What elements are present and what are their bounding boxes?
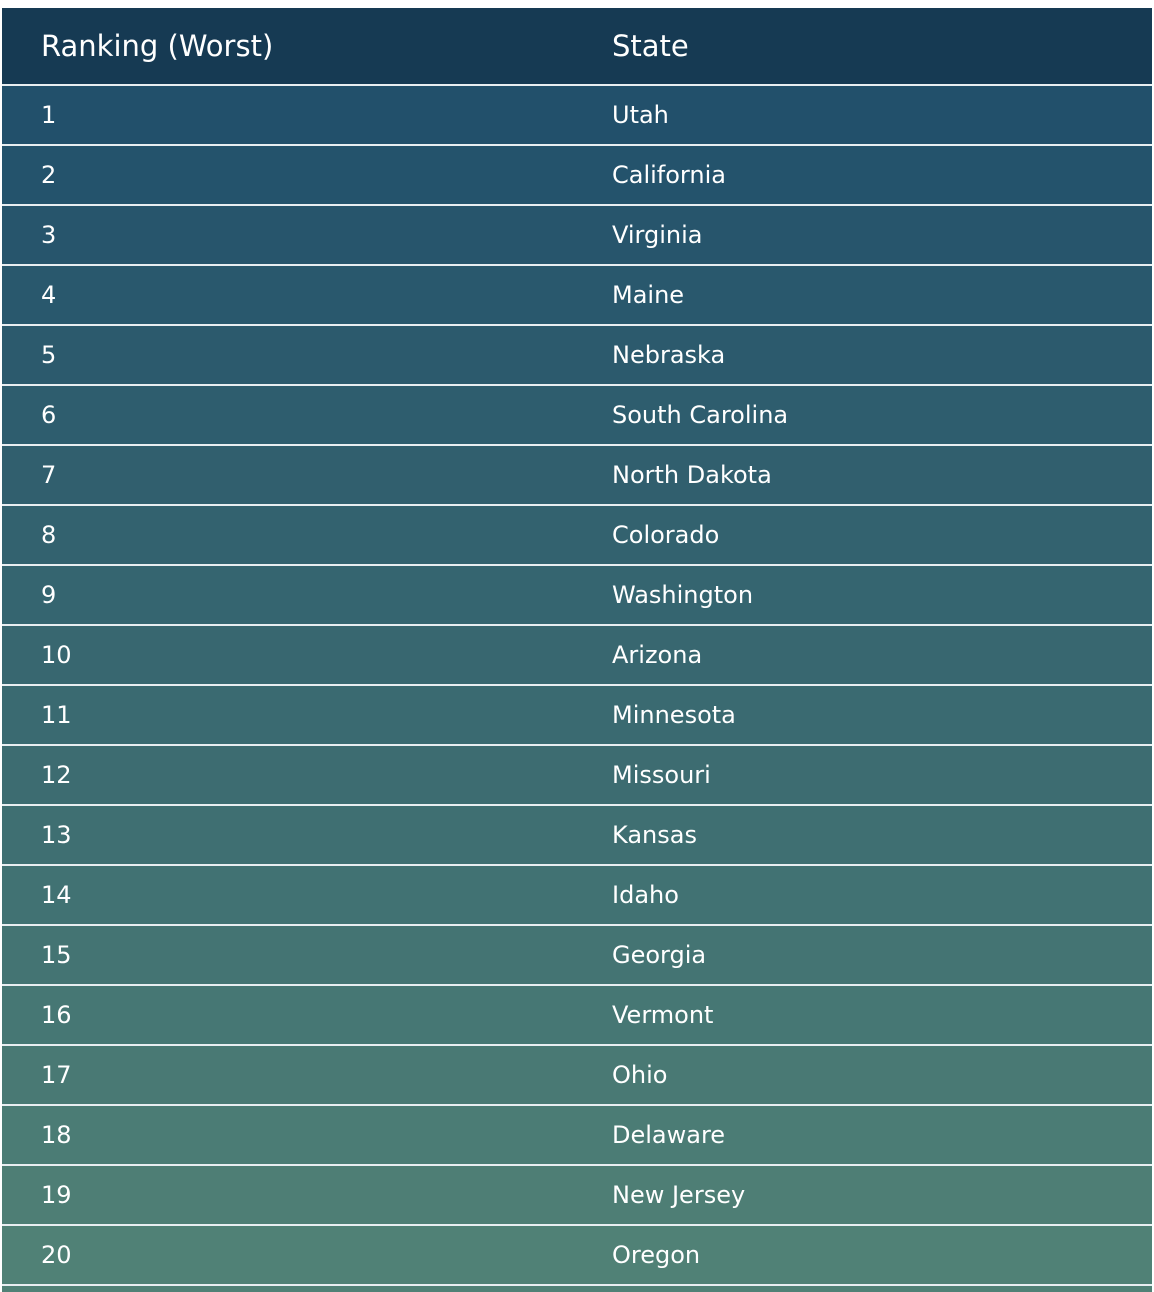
- rank-cell: 19: [41, 1181, 72, 1209]
- rank-cell: 16: [41, 1001, 72, 1029]
- state-cell: Maine: [612, 281, 685, 309]
- state-cell: Minnesota: [612, 701, 736, 729]
- table-row: 9 Washington: [2, 566, 1152, 626]
- rank-cell: 11: [41, 701, 72, 729]
- table-row: 18 Delaware: [2, 1106, 1152, 1166]
- table-row: 13 Kansas: [2, 806, 1152, 866]
- rank-cell: 5: [41, 341, 57, 369]
- state-cell: Vermont: [612, 1001, 714, 1029]
- table-row: 12 Missouri: [2, 746, 1152, 806]
- rank-cell: 3: [41, 221, 57, 249]
- state-cell: Colorado: [612, 521, 720, 549]
- table-row: 17 Ohio: [2, 1046, 1152, 1106]
- rank-cell: 4: [41, 281, 57, 309]
- state-cell: California: [612, 161, 726, 189]
- table-body: 1 Utah 2 California 3 Virginia 4 Maine 5 Nebraska…: [2, 86, 1152, 1286]
- state-cell: Oregon: [612, 1241, 701, 1269]
- table-row: 4 Maine: [2, 266, 1152, 326]
- rank-cell: 12: [41, 761, 72, 789]
- table-row: 10 Arizona: [2, 626, 1152, 686]
- table-footer-strip: [2, 1286, 1152, 1292]
- state-cell: Utah: [612, 101, 669, 129]
- state-cell: Virginia: [612, 221, 703, 249]
- table-row: 20 Oregon: [2, 1226, 1152, 1286]
- state-cell: North Dakota: [612, 461, 772, 489]
- rank-cell: 8: [41, 521, 57, 549]
- table-row: 16 Vermont: [2, 986, 1152, 1046]
- table-row: 11 Minnesota: [2, 686, 1152, 746]
- table-header: Ranking (Worst) State: [2, 8, 1152, 86]
- rank-cell: 15: [41, 941, 72, 969]
- header-state: State: [612, 29, 689, 63]
- table-row: 6 South Carolina: [2, 386, 1152, 446]
- state-cell: Washington: [612, 581, 754, 609]
- state-cell: Delaware: [612, 1121, 726, 1149]
- state-cell: New Jersey: [612, 1181, 746, 1209]
- rank-cell: 9: [41, 581, 57, 609]
- rank-cell: 10: [41, 641, 72, 669]
- rank-cell: 6: [41, 401, 57, 429]
- rank-cell: 20: [41, 1241, 72, 1269]
- state-cell: Idaho: [612, 881, 679, 909]
- header-ranking: Ranking (Worst): [41, 29, 274, 63]
- state-cell: Nebraska: [612, 341, 726, 369]
- rank-cell: 17: [41, 1061, 72, 1089]
- state-cell: Kansas: [612, 821, 697, 849]
- rank-cell: 7: [41, 461, 57, 489]
- ranking-table: Ranking (Worst) State 1 Utah 2 California 3 V…: [2, 8, 1152, 1292]
- rank-cell: 13: [41, 821, 72, 849]
- table-row: 14 Idaho: [2, 866, 1152, 926]
- rank-cell: 2: [41, 161, 57, 189]
- table-row: 3 Virginia: [2, 206, 1152, 266]
- table-row: 8 Colorado: [2, 506, 1152, 566]
- rank-cell: 1: [41, 101, 57, 129]
- table-row: 19 New Jersey: [2, 1166, 1152, 1226]
- table-row: 1 Utah: [2, 86, 1152, 146]
- rank-cell: 14: [41, 881, 72, 909]
- state-cell: Missouri: [612, 761, 711, 789]
- table-row: 2 California: [2, 146, 1152, 206]
- state-cell: Ohio: [612, 1061, 668, 1089]
- rank-cell: 18: [41, 1121, 72, 1149]
- table-row: 5 Nebraska: [2, 326, 1152, 386]
- state-cell: Georgia: [612, 941, 707, 969]
- state-cell: Arizona: [612, 641, 703, 669]
- table-row: 7 North Dakota: [2, 446, 1152, 506]
- state-cell: South Carolina: [612, 401, 789, 429]
- table-row: 15 Georgia: [2, 926, 1152, 986]
